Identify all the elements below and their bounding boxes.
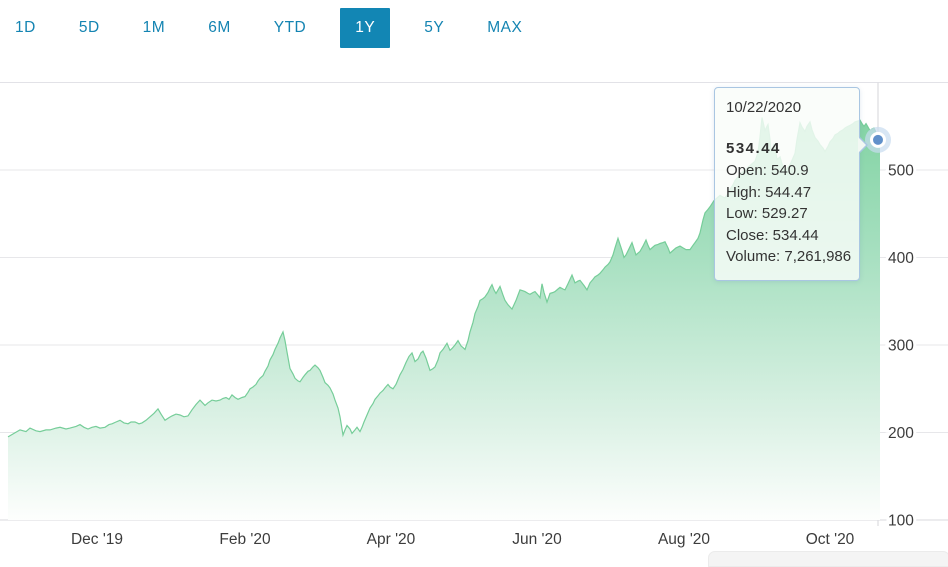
price-area — [8, 117, 880, 520]
marker-dot — [873, 134, 883, 145]
tooltip-row-high: High: 544.47 — [726, 183, 812, 201]
range-tab-5d[interactable]: 5D — [78, 19, 100, 36]
tooltip-row-volume: Volume: 7,261,986 — [726, 248, 852, 266]
last-price-marker — [865, 126, 891, 153]
tooltip-date: 10/22/2020 — [726, 99, 802, 116]
range-tab-1y[interactable]: 1Y — [340, 8, 391, 48]
axis-tick-label: Aug '20 — [658, 531, 710, 548]
axis-tick-label: 200 — [888, 425, 914, 442]
axis-tick-label: Oct '20 — [806, 531, 855, 548]
axis-tick-label: 300 — [888, 338, 914, 355]
tooltip-price: 534.44 — [726, 140, 781, 157]
axis-tick-label: 400 — [888, 250, 914, 267]
range-tab-ytd[interactable]: YTD — [273, 19, 307, 36]
range-tab-6m[interactable]: 6M — [208, 19, 231, 36]
range-tab-max[interactable]: MAX — [487, 19, 523, 36]
bottom-panel-edge — [708, 551, 948, 567]
axis-tick-label: Jun '20 — [512, 531, 562, 548]
tooltip-row-low: Low: 529.27 — [726, 205, 808, 223]
price-tooltip: 10/22/2020 534.44 Open: 540.9 High: 544.4… — [714, 87, 868, 281]
tooltip-row-close: Close: 534.44 — [726, 226, 819, 244]
axis-tick-label: Dec '19 — [71, 531, 123, 548]
range-tab-1m[interactable]: 1M — [142, 19, 166, 36]
range-tab-5y[interactable]: 5Y — [424, 19, 445, 36]
axis-tick-label: Apr '20 — [367, 531, 416, 548]
time-range-tabs: 1D 5D 1M 6M YTD 1Y 5Y MAX — [0, 0, 948, 56]
range-tab-1d[interactable]: 1D — [15, 19, 36, 36]
tooltip-row-open: Open: 540.9 — [726, 162, 809, 179]
axis-tick-label: 500 — [888, 163, 914, 180]
axis-tick-label: Feb '20 — [219, 531, 271, 548]
axis-tick-label: 100 — [888, 513, 914, 530]
axis-labels: 100 200 300 400 500 Dec '19 Feb '20 Apr '20 Jun … — [68, 160, 917, 552]
